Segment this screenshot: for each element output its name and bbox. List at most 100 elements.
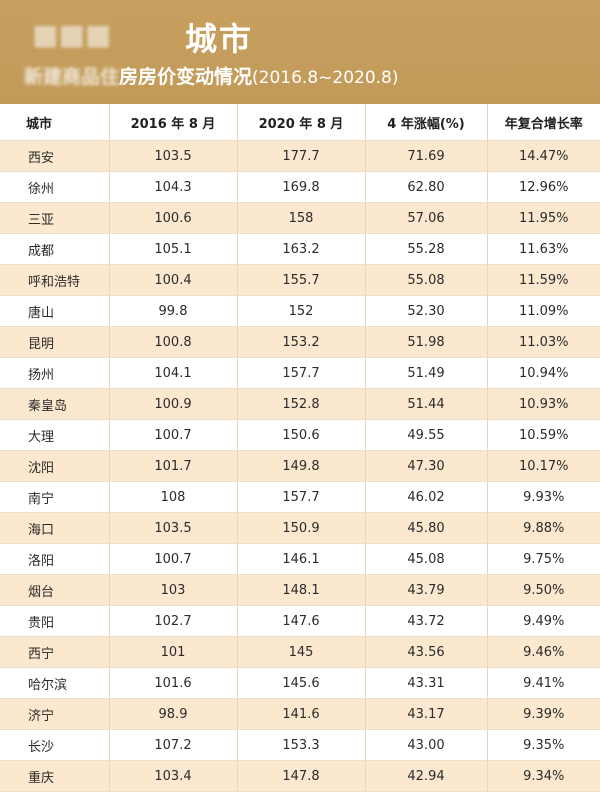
table-row: 南宁 108 157.7 46.02 9.93%	[0, 481, 600, 513]
cell-2016-aug: 99.8	[109, 295, 238, 327]
cell-2020-aug: 146.1	[237, 543, 366, 575]
cell-2020-aug: 147.8	[237, 760, 366, 792]
cell-2016-aug: 100.7	[109, 543, 238, 575]
price-change-table: 城市 2016 年 8 月 2020 年 8 月 4 年涨幅(%) 年复合增长率…	[0, 104, 600, 792]
cell-4yr-growth: 51.49	[365, 357, 488, 389]
table-row: 西安 103.5 177.7 71.69 14.47%	[0, 140, 600, 172]
cell-city: 成都	[0, 233, 110, 265]
cell-2020-aug: 169.8	[237, 171, 366, 203]
column-header-2016: 2016 年 8 月	[109, 104, 238, 141]
table-row: 重庆 103.4 147.8 42.94 9.34%	[0, 760, 600, 792]
cell-2020-aug: 152.8	[237, 388, 366, 420]
cell-cagr: 9.50%	[487, 574, 600, 606]
cell-2020-aug: 149.8	[237, 450, 366, 482]
cell-2020-aug: 157.7	[237, 357, 366, 389]
cell-4yr-growth: 55.28	[365, 233, 488, 265]
page-subtitle: 新建商品住房房价变动情况(2016.8~2020.8)	[24, 62, 399, 89]
cell-city: 西安	[0, 140, 110, 172]
cell-cagr: 9.75%	[487, 543, 600, 575]
cell-city: 哈尔滨	[0, 667, 110, 699]
cell-2016-aug: 103.4	[109, 760, 238, 792]
cell-2020-aug: 177.7	[237, 140, 366, 172]
cell-2020-aug: 145	[237, 636, 366, 668]
cell-2016-aug: 100.6	[109, 202, 238, 234]
cell-2020-aug: 157.7	[237, 481, 366, 513]
cell-city: 大理	[0, 419, 110, 451]
cell-2016-aug: 100.4	[109, 264, 238, 296]
page-title: 城市	[185, 20, 254, 58]
cell-4yr-growth: 43.72	[365, 605, 488, 637]
cell-4yr-growth: 45.80	[365, 512, 488, 544]
cell-cagr: 10.59%	[487, 419, 600, 451]
cell-2016-aug: 103.5	[109, 140, 238, 172]
cell-cagr: 10.93%	[487, 388, 600, 420]
table-row: 成都 105.1 163.2 55.28 11.63%	[0, 233, 600, 265]
cell-cagr: 10.17%	[487, 450, 600, 482]
cell-cagr: 10.94%	[487, 357, 600, 389]
column-header-city: 城市	[0, 104, 110, 141]
subtitle-date-range: (2016.8~2020.8)	[252, 68, 399, 88]
cell-city: 呼和浩特	[0, 264, 110, 296]
cell-2016-aug: 105.1	[109, 233, 238, 265]
cell-city: 西宁	[0, 636, 110, 668]
table-row: 贵阳 102.7 147.6 43.72 9.49%	[0, 605, 600, 637]
table-row: 昆明 100.8 153.2 51.98 11.03%	[0, 326, 600, 358]
cell-2016-aug: 101.7	[109, 450, 238, 482]
cell-city: 烟台	[0, 574, 110, 606]
table-row: 唐山 99.8 152 52.30 11.09%	[0, 295, 600, 327]
table-row: 徐州 104.3 169.8 62.80 12.96%	[0, 171, 600, 203]
cell-2020-aug: 141.6	[237, 698, 366, 730]
cell-city: 扬州	[0, 357, 110, 389]
cell-4yr-growth: 45.08	[365, 543, 488, 575]
cell-4yr-growth: 62.80	[365, 171, 488, 203]
cell-city: 昆明	[0, 326, 110, 358]
table-row: 秦皇岛 100.9 152.8 51.44 10.93%	[0, 388, 600, 420]
table-row: 三亚 100.6 158 57.06 11.95%	[0, 202, 600, 234]
cell-city: 洛阳	[0, 543, 110, 575]
cell-city: 长沙	[0, 729, 110, 761]
cell-cagr: 9.39%	[487, 698, 600, 730]
cell-cagr: 11.95%	[487, 202, 600, 234]
cell-4yr-growth: 43.56	[365, 636, 488, 668]
cell-4yr-growth: 43.31	[365, 667, 488, 699]
column-header-growth: 4 年涨幅(%)	[365, 104, 488, 141]
cell-4yr-growth: 43.79	[365, 574, 488, 606]
table-row: 西宁 101 145 43.56 9.46%	[0, 636, 600, 668]
cell-2016-aug: 107.2	[109, 729, 238, 761]
blurred-title-prefix: ■■■	[32, 18, 112, 51]
column-header-cagr: 年复合增长率	[487, 104, 600, 141]
cell-2016-aug: 101.6	[109, 667, 238, 699]
cell-2020-aug: 150.6	[237, 419, 366, 451]
cell-cagr: 9.46%	[487, 636, 600, 668]
cell-4yr-growth: 57.06	[365, 202, 488, 234]
cell-cagr: 11.03%	[487, 326, 600, 358]
cell-2016-aug: 98.9	[109, 698, 238, 730]
cell-city: 唐山	[0, 295, 110, 327]
cell-2020-aug: 145.6	[237, 667, 366, 699]
cell-city: 济宁	[0, 698, 110, 730]
header-band: ■■■ 城市 新建商品住房房价变动情况(2016.8~2020.8)	[0, 0, 600, 104]
cell-cagr: 11.59%	[487, 264, 600, 296]
cell-city: 徐州	[0, 171, 110, 203]
column-header-2020: 2020 年 8 月	[237, 104, 366, 141]
cell-2020-aug: 153.2	[237, 326, 366, 358]
cell-cagr: 9.34%	[487, 760, 600, 792]
cell-2016-aug: 104.1	[109, 357, 238, 389]
cell-2020-aug: 155.7	[237, 264, 366, 296]
cell-city: 贵阳	[0, 605, 110, 637]
cell-2016-aug: 100.9	[109, 388, 238, 420]
cell-2020-aug: 153.3	[237, 729, 366, 761]
subtitle-text: 房房价变动情况	[119, 66, 253, 88]
cell-2016-aug: 108	[109, 481, 238, 513]
cell-4yr-growth: 55.08	[365, 264, 488, 296]
subtitle-blurred-part: 新建商品住	[24, 66, 120, 88]
cell-city: 秦皇岛	[0, 388, 110, 420]
cell-cagr: 12.96%	[487, 171, 600, 203]
cell-4yr-growth: 43.17	[365, 698, 488, 730]
table-row: 洛阳 100.7 146.1 45.08 9.75%	[0, 543, 600, 575]
cell-4yr-growth: 51.98	[365, 326, 488, 358]
cell-cagr: 9.35%	[487, 729, 600, 761]
table-row: 哈尔滨 101.6 145.6 43.31 9.41%	[0, 667, 600, 699]
table-row: 大理 100.7 150.6 49.55 10.59%	[0, 419, 600, 451]
cell-city: 三亚	[0, 202, 110, 234]
